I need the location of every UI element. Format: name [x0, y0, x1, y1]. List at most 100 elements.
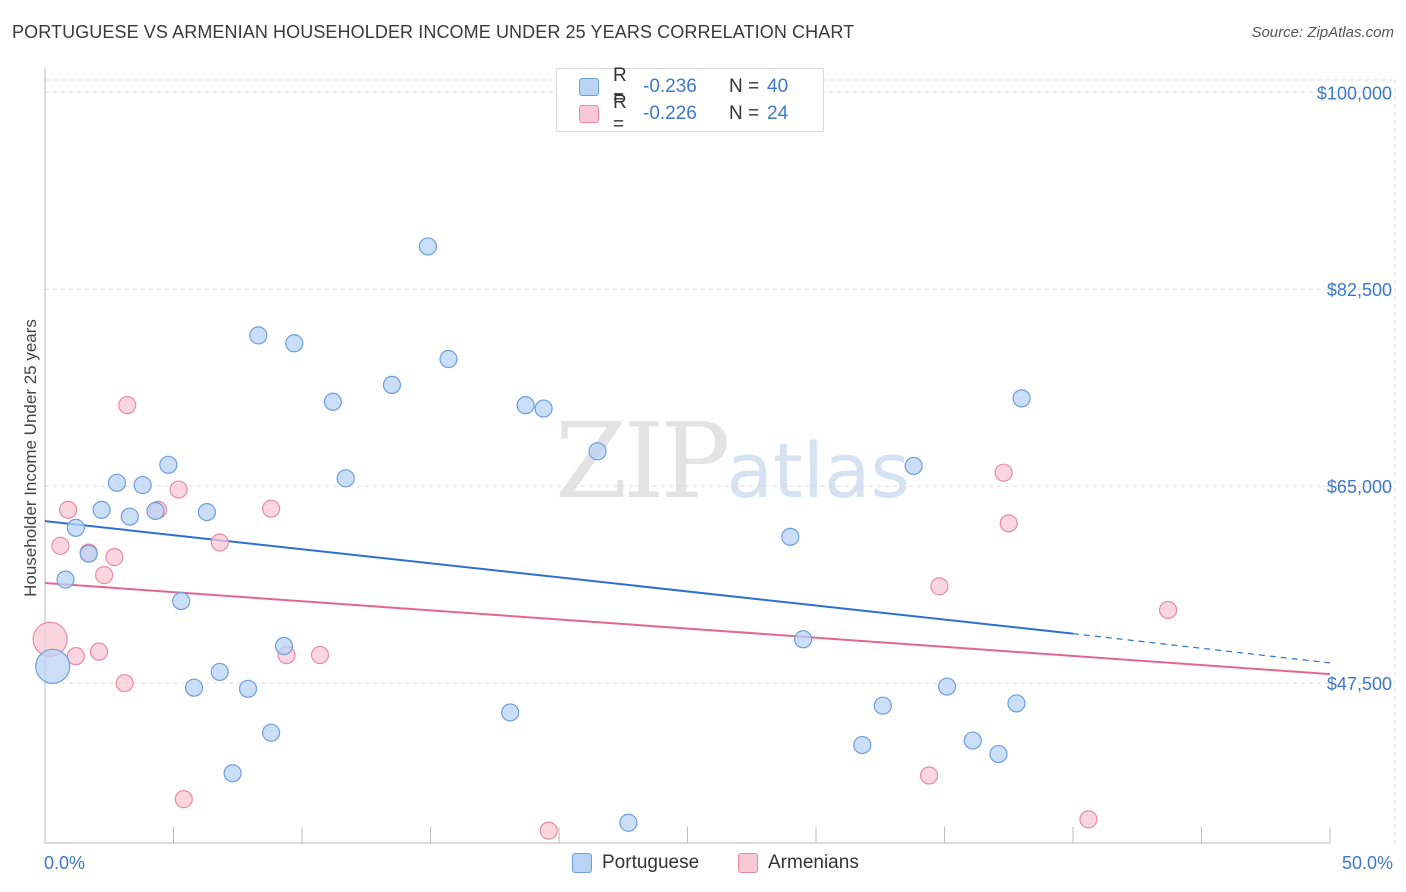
armenian-point: [1158, 600, 1178, 620]
portuguese-swatch: [572, 853, 592, 873]
n-value: 40: [767, 76, 789, 97]
portuguese-point: [249, 326, 268, 345]
armenian-point: [59, 500, 78, 519]
portuguese-swatch: [579, 78, 599, 96]
trend-line-armenians: [44, 582, 1331, 676]
legend-label-portuguese: Portuguese: [602, 852, 700, 873]
portuguese-point: [107, 473, 127, 492]
trend-line-portuguese: [44, 520, 1074, 635]
armenian-point: [89, 642, 109, 661]
armenian-point: [169, 480, 188, 499]
watermark-atlas: atlas: [726, 426, 910, 515]
n-label: N =: [729, 103, 760, 124]
legend-row-armenians: R = -0.226 N = 24: [579, 92, 789, 135]
armenian-point: [930, 577, 949, 596]
portuguese-point: [873, 696, 892, 715]
portuguese-point: [274, 636, 294, 656]
armenian-point: [999, 514, 1018, 533]
armenian-point: [174, 790, 193, 809]
portuguese-point: [120, 507, 139, 526]
r-label: R =: [613, 92, 627, 135]
y-axis-label: Householder Income Under 25 years: [21, 319, 40, 597]
armenian-point: [919, 766, 939, 785]
armenian-point: [210, 533, 229, 552]
armenian-point: [118, 396, 137, 415]
portuguese-point: [1007, 694, 1026, 713]
portuguese-point: [323, 392, 342, 411]
portuguese-point: [210, 662, 229, 682]
armenian-point: [95, 566, 114, 585]
n-label: N =: [729, 76, 760, 97]
portuguese-point: [516, 396, 535, 415]
portuguese-point: [66, 518, 85, 537]
y-tick-label: $65,000: [1327, 477, 1392, 497]
portuguese-point: [382, 375, 402, 395]
y-tick-label: $47,500: [1327, 674, 1392, 694]
armenian-point: [262, 499, 281, 518]
r-value: -0.226: [643, 103, 697, 124]
data-points: [32, 237, 1178, 840]
portuguese-point: [904, 456, 923, 476]
portuguese-point: [262, 723, 281, 742]
x-tick-label-end: 50.0%: [1342, 853, 1393, 873]
legend-label-armenians: Armenians: [768, 852, 859, 873]
armenian-point: [51, 536, 70, 555]
portuguese-point: [172, 591, 191, 611]
chart-title: PORTUGUESE VS ARMENIAN HOUSEHOLDER INCOM…: [12, 22, 855, 42]
armenian-point: [994, 463, 1013, 482]
gridlines: [45, 79, 1396, 843]
portuguese-point: [501, 703, 520, 722]
watermark-zip: ZIP: [555, 400, 730, 522]
portuguese-point: [79, 544, 98, 563]
r-value: -0.236: [643, 76, 697, 97]
portuguese-point: [781, 527, 800, 546]
armenian-point: [539, 821, 558, 840]
portuguese-point: [853, 735, 872, 755]
armenian-point: [115, 674, 134, 693]
r-label: R =: [613, 65, 627, 108]
armenian-point: [310, 645, 330, 665]
tick-labels: $47,500 $65,000 $82,500 $100,000 0.0% 50.0%: [44, 83, 1393, 873]
portuguese-point: [285, 334, 304, 353]
portuguese-point: [794, 630, 813, 649]
portuguese-point: [418, 237, 438, 256]
portuguese-point: [619, 813, 638, 832]
correlation-legend: R = -0.236 N = 40 R = -0.226 N = 24: [556, 65, 824, 135]
axes: [44, 68, 1331, 844]
portuguese-point: [197, 502, 217, 522]
armenian-point: [105, 548, 124, 567]
legend-item-armenians[interactable]: Armenians: [738, 852, 859, 874]
portuguese-point: [937, 677, 957, 696]
portuguese-point: [56, 570, 75, 589]
source-label: Source: ZipAtlas.com: [1251, 24, 1394, 41]
x-tick-label-start: 0.0%: [44, 853, 85, 873]
legend-item-portuguese[interactable]: Portuguese: [572, 852, 699, 874]
portuguese-point: [92, 500, 111, 519]
portuguese-point: [439, 349, 458, 369]
n-value: 24: [767, 103, 789, 124]
armenian-point: [1079, 810, 1098, 829]
portuguese-point: [133, 475, 152, 495]
portuguese-point: [184, 678, 204, 697]
watermark: ZIPatlas: [555, 400, 910, 522]
portuguese-point: [588, 442, 607, 461]
armenian-point: [66, 647, 85, 666]
portuguese-point: [1012, 389, 1031, 408]
y-tick-label: $100,000: [1317, 83, 1392, 103]
portuguese-point: [146, 501, 165, 521]
portuguese-point: [159, 455, 178, 474]
portuguese-point: [989, 744, 1008, 764]
portuguese-point: [238, 679, 258, 698]
trend-lines: [44, 520, 1331, 676]
portuguese-point: [534, 399, 553, 418]
armenian-swatch: [738, 853, 758, 873]
y-tick-label: $82,500: [1327, 280, 1392, 300]
portuguese-point: [223, 764, 242, 783]
armenian-swatch: [579, 105, 599, 123]
legend-row-portuguese: R = -0.236 N = 40: [579, 65, 789, 108]
portuguese-point: [336, 469, 355, 488]
series-legend: Portuguese Armenians: [0, 852, 1406, 878]
portuguese-point: [35, 648, 71, 684]
portuguese-point: [963, 731, 982, 750]
